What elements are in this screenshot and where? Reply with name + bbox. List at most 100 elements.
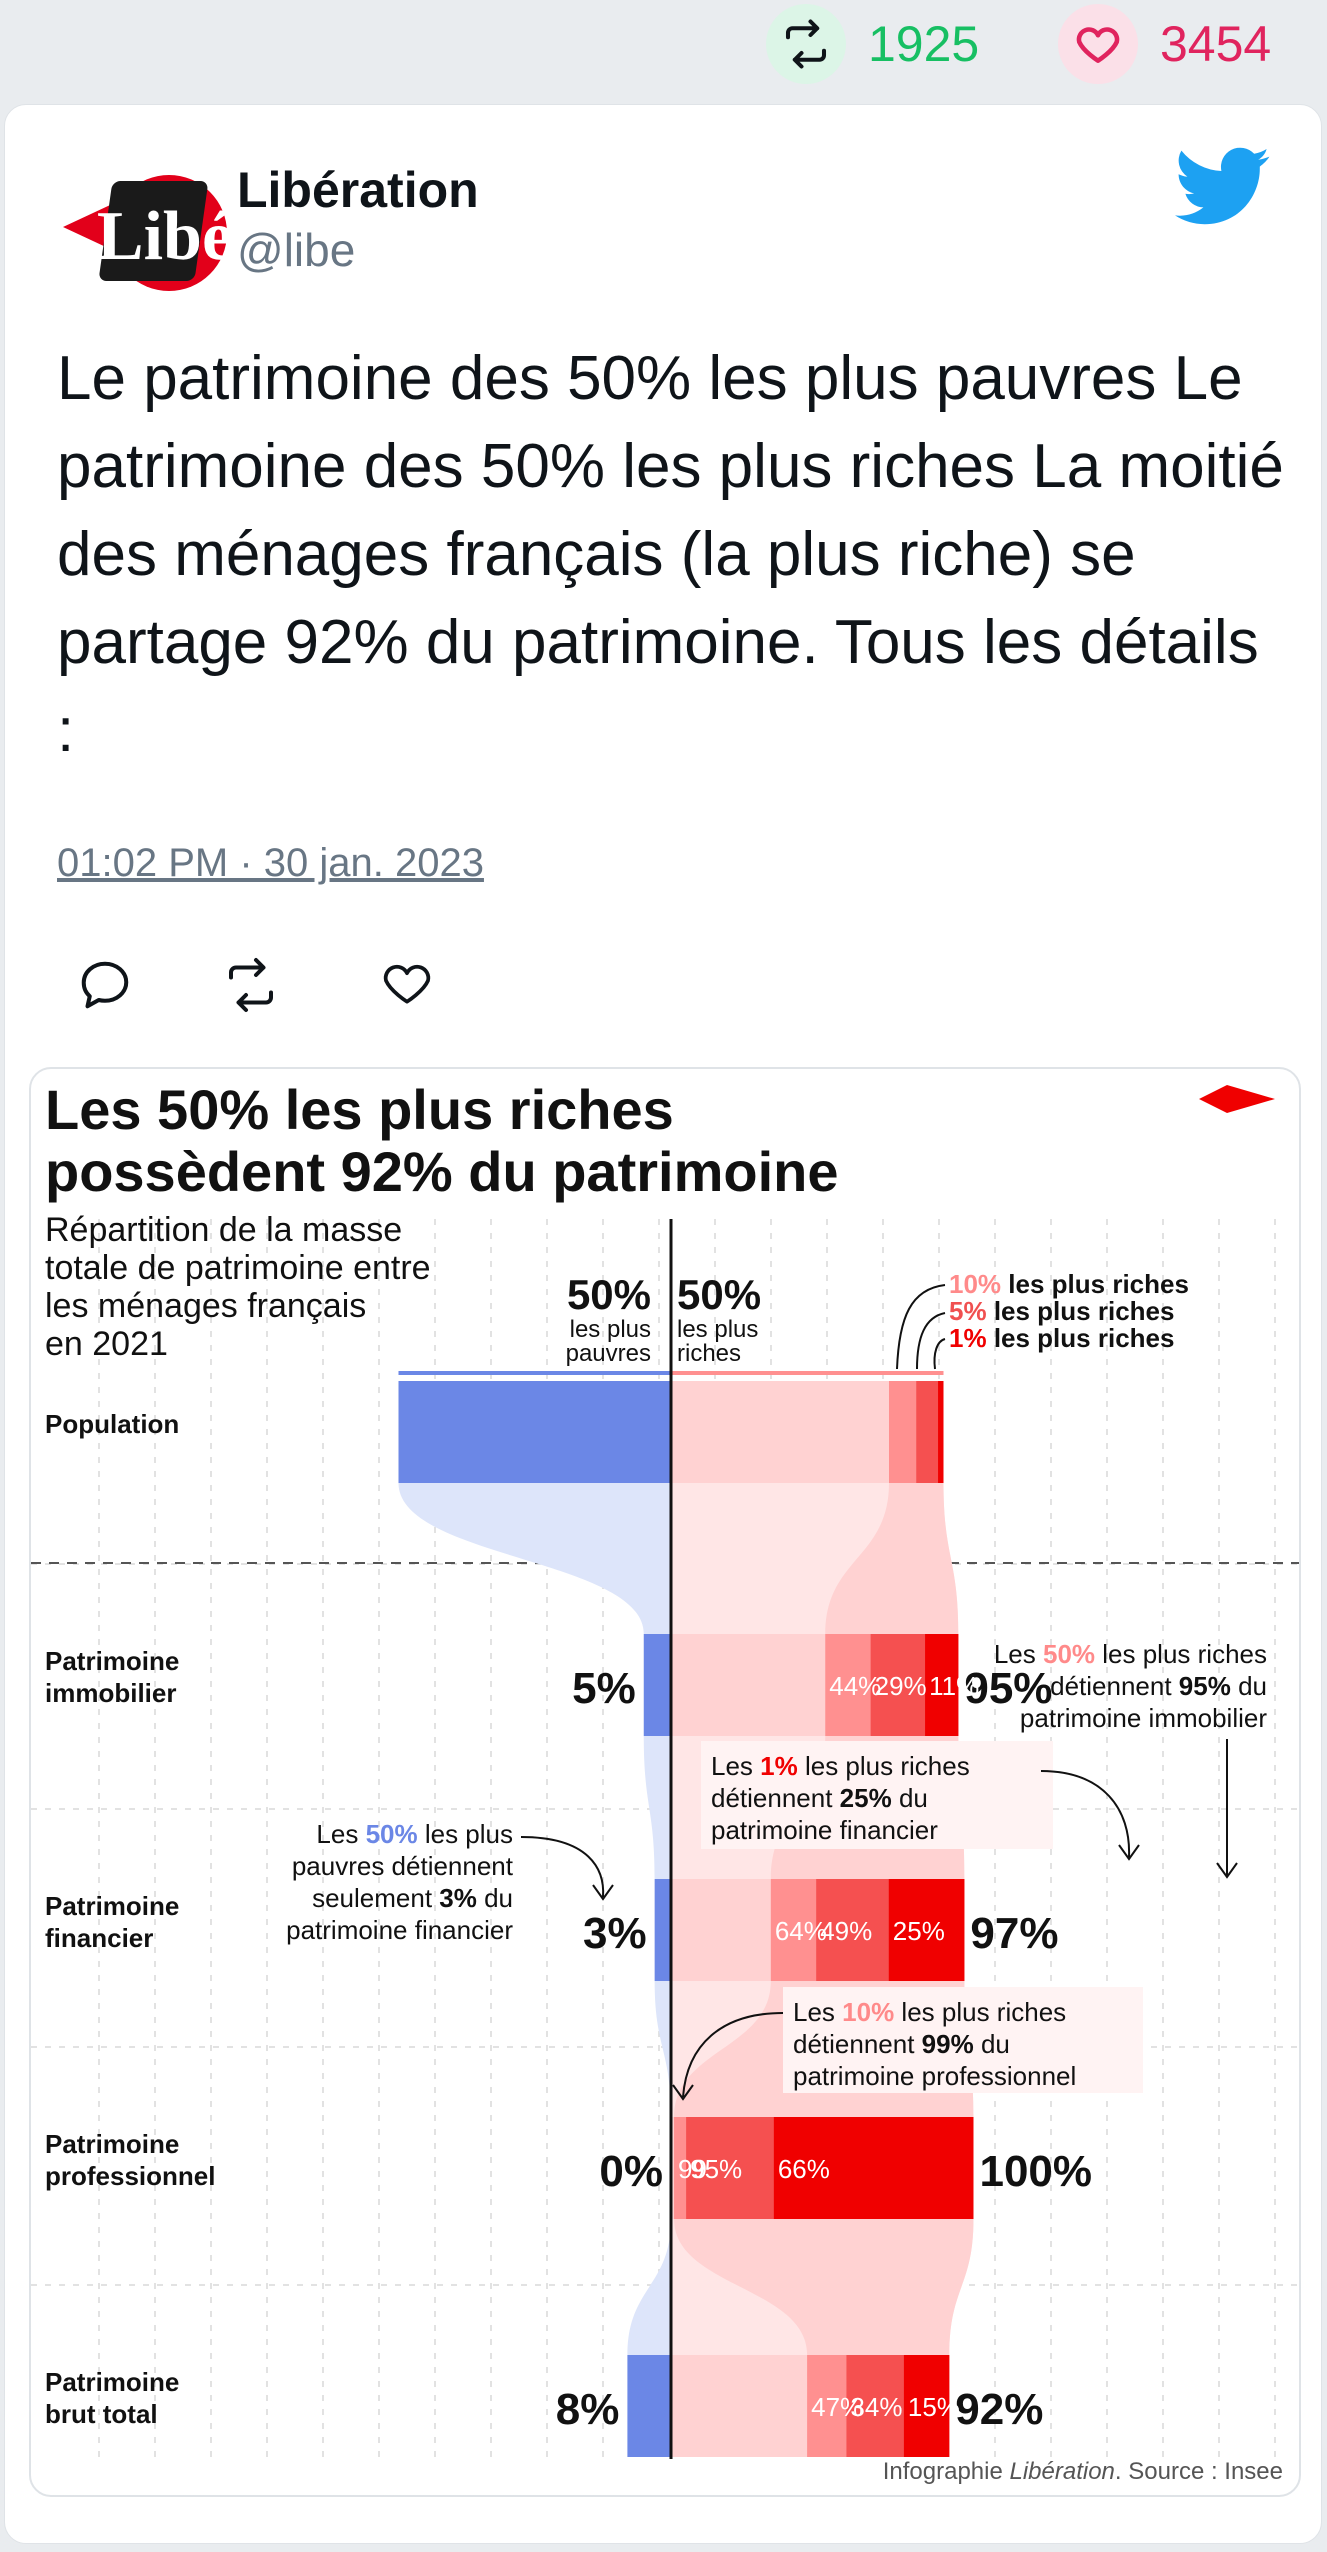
svg-text:Les 1% les plus riches: Les 1% les plus riches <box>711 1751 970 1781</box>
infographic-image[interactable]: Les 50% les plus riches possèdent 92% du… <box>29 1067 1301 2497</box>
svg-text:patrimoine immobilier: patrimoine immobilier <box>1020 1703 1267 1733</box>
heart-icon <box>1058 4 1138 84</box>
svg-text:détiennent 25% du: détiennent 25% du <box>711 1783 928 1813</box>
legend-top10: 10% les plus riches <box>949 1269 1189 1299</box>
chart-subtitle-line1: Répartition de la masse <box>45 1211 402 1249</box>
poor-value-label: 8% <box>556 2385 620 2434</box>
like-stat[interactable]: 3454 <box>1058 4 1271 84</box>
rich-value-label: 97% <box>970 1909 1058 1958</box>
retweet-stat[interactable]: 1925 <box>766 4 979 84</box>
legend-arrows <box>896 1284 946 1370</box>
bar-poor-top <box>398 1371 671 1375</box>
segment-label: 11% <box>929 1671 979 1701</box>
tweet-timestamp[interactable]: 01:02 PM · 30 jan. 2023 <box>57 841 484 885</box>
chart-subtitle-line2: totale de patrimoine entre <box>45 1249 431 1287</box>
author-name[interactable]: Libération <box>237 162 479 218</box>
bar-poor <box>643 1634 671 1736</box>
retweet-icon <box>766 4 846 84</box>
segment-label: 29% <box>875 1671 927 1701</box>
row-label: Population <box>45 1409 179 1439</box>
bar-poor <box>654 1879 671 1981</box>
bar-top1 <box>773 2117 974 2219</box>
logo-text: Libé <box>97 198 229 275</box>
rich-value-label: 95% <box>964 1664 1052 1713</box>
flow-poor <box>654 1981 671 2117</box>
bar-poor <box>398 1381 671 1483</box>
flow-poor <box>627 2219 671 2355</box>
chart-title-line1: Les 50% les plus riches <box>45 1078 674 1141</box>
segment-label: 47% <box>811 2392 863 2422</box>
segment-label: 64% <box>775 1916 827 1946</box>
author-handle[interactable]: @libe <box>237 224 356 276</box>
retweet-count: 1925 <box>868 16 980 72</box>
reply-button[interactable] <box>75 955 135 1015</box>
svg-text:Les 50% les plus: Les 50% les plus <box>316 1819 513 1849</box>
header-rich-line1: les plus <box>677 1316 758 1343</box>
rich-value-label: 100% <box>979 2147 1092 2196</box>
row-label: professionnel <box>45 2161 215 2191</box>
segment-label: 66% <box>778 2154 830 2184</box>
header-rich-line2: riches <box>677 1340 741 1367</box>
header-rich-value: 50% <box>677 1271 761 1318</box>
like-count: 3454 <box>1160 16 1272 72</box>
header-poor-line2: pauvres <box>566 1340 651 1367</box>
row-labels: PopulationPatrimoineimmobilierPatrimoine… <box>45 1409 215 2429</box>
legend-top5: 5% les plus riches <box>949 1296 1174 1326</box>
annotation-immo-arrow <box>1216 1739 1238 1879</box>
retweet-button[interactable] <box>221 955 281 1015</box>
annotation-pro: Les 10% les plus riches détiennent 99% d… <box>793 1997 1076 2091</box>
top-legend: 10% les plus riches 5% les plus riches 1… <box>949 1269 1189 1353</box>
svg-text:patrimoine financier: patrimoine financier <box>711 1815 938 1845</box>
flow-top10 <box>825 1483 959 1634</box>
segment-label: 34% <box>850 2392 902 2422</box>
chart-subtitle-line4: en 2021 <box>45 1325 168 1363</box>
annotation-immo: Les 50% les plus riches détiennent 95% d… <box>994 1639 1268 1733</box>
svg-text:pauvres détiennent: pauvres détiennent <box>292 1851 514 1881</box>
segment-label: 49% <box>820 1916 872 1946</box>
poor-value-label: 0% <box>599 2147 663 2196</box>
header-poor-value: 50% <box>567 1271 651 1318</box>
row-label: Patrimoine <box>45 1646 179 1676</box>
tweet-card: Libé Libération @libe Le patrimoine des … <box>4 104 1322 2544</box>
bar-poor <box>627 2355 671 2457</box>
annotation-fin-poor: Les 50% les plus pauvres détiennent seul… <box>286 1819 514 1945</box>
bar-top1 <box>888 1879 965 1981</box>
segment-label: 44% <box>829 1671 881 1701</box>
bar-top1 <box>925 1634 959 1736</box>
annotation-fin-rich-arrow <box>1040 1770 1140 1861</box>
row-label: financier <box>45 1923 153 1953</box>
svg-text:Les 50% les plus riches: Les 50% les plus riches <box>994 1639 1267 1669</box>
row-label: Patrimoine <box>45 1891 179 1921</box>
poor-value-label: 3% <box>583 1909 647 1958</box>
svg-text:détiennent 95% du: détiennent 95% du <box>1050 1671 1267 1701</box>
chart-subtitle-line3: les ménages français <box>45 1287 366 1325</box>
row-label: immobilier <box>45 1678 176 1708</box>
rich-value-label: 92% <box>955 2385 1043 2434</box>
segment-label: 95% <box>690 2154 742 2184</box>
tweet-text: Le patrimoine des 50% les plus pauvres L… <box>57 344 1284 765</box>
reply-icon <box>81 961 129 1009</box>
retweet-action-icon <box>229 958 273 1012</box>
segment-label: 99 <box>678 2154 707 2184</box>
bar-top1 <box>903 2355 950 2457</box>
annotation-fin-poor-arrow <box>520 1836 614 1901</box>
wealth-chart: Les 50% les plus riches possèdent 92% du… <box>31 1078 1299 2485</box>
bar-rich-top <box>671 1371 944 1375</box>
segment-label: 15% <box>908 2392 960 2422</box>
heart-action-icon <box>383 964 431 1004</box>
flow-top10 <box>674 2219 974 2355</box>
svg-text:détiennent 99% du: détiennent 99% du <box>793 2029 1010 2059</box>
twitter-bird-icon[interactable] <box>1175 147 1271 229</box>
chart-bars <box>398 1219 974 2459</box>
row-label: brut total <box>45 2399 158 2429</box>
top-stats-bar: 1925 3454 <box>0 0 1327 100</box>
svg-text:Les 10% les plus riches: Les 10% les plus riches <box>793 1997 1066 2027</box>
annotation-pro-arrow <box>672 2012 784 2101</box>
avatar[interactable]: Libé <box>61 163 233 303</box>
annotation-fin-rich: Les 1% les plus riches détiennent 25% du… <box>711 1751 970 1845</box>
chart-source: Infographie Libération. Source : Insee <box>883 2458 1283 2485</box>
svg-text:seulement 3% du: seulement 3% du <box>312 1883 513 1913</box>
annotation-pro-box <box>783 1987 1143 2093</box>
like-button[interactable] <box>379 955 439 1015</box>
chart-title-line2: possèdent 92% du patrimoine <box>45 1140 839 1203</box>
